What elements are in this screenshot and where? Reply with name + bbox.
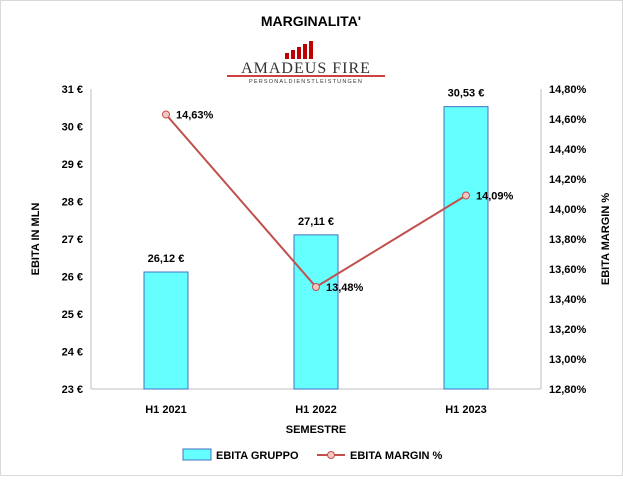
bar (143, 271, 189, 390)
logo-brand: AMADEUS FIRE (241, 60, 371, 77)
left-tick-label: 26 € (62, 272, 83, 284)
left-tick-label: 29 € (62, 159, 83, 171)
left-tick-label: 24 € (62, 347, 83, 359)
x-tick-label: H1 2021 (145, 404, 187, 416)
right-tick-label: 13,20% (549, 324, 587, 336)
legend-label-ebita-margin: EBITA MARGIN % (350, 450, 442, 462)
right-tick-label: 13,80% (549, 234, 587, 246)
logo-bar (297, 47, 301, 59)
right-tick-label: 12,80% (549, 384, 587, 396)
chart-title: MARGINALITA' (261, 13, 361, 29)
logo-bar (309, 41, 313, 59)
logo-bar (285, 53, 289, 59)
right-tick-label: 14,80% (549, 84, 587, 96)
margin-point (462, 191, 470, 200)
margin-data-label: 14,09% (476, 191, 514, 203)
x-tick-label: H1 2022 (295, 404, 337, 416)
right-tick-label: 13,00% (549, 354, 587, 366)
margin-data-label: 13,48% (326, 282, 364, 294)
bar (443, 106, 489, 390)
left-tick-label: 23 € (62, 384, 83, 396)
x-tick-label: H1 2023 (445, 404, 487, 416)
right-tick-label: 14,40% (549, 144, 587, 156)
legend-swatch-ebita-gruppo (182, 448, 212, 461)
left-tick-label: 30 € (62, 122, 83, 134)
bar-data-label: 30,53 € (448, 88, 485, 100)
logo-tagline: PERSONALDIENSTLEISTUNGEN (249, 79, 363, 85)
left-tick-label: 27 € (62, 234, 83, 246)
left-tick-label: 25 € (62, 309, 83, 321)
bar-data-label: 27,11 € (298, 216, 334, 228)
margin-point (312, 283, 320, 291)
y-axis-title: EBITA IN MLN (30, 203, 42, 276)
right-tick-label: 14,60% (549, 114, 587, 126)
right-tick-label: 14,20% (549, 174, 587, 186)
legend-marker-ebita-margin (327, 451, 335, 459)
right-tick-label: 14,00% (549, 204, 587, 216)
y2-axis-title: EBITA MARGIN % (600, 193, 612, 285)
right-tick-label: 13,60% (549, 264, 587, 276)
logo-bar (303, 44, 307, 59)
amadeus-fire-logo: AMADEUS FIRE PERSONALDIENSTLEISTUNGEN (227, 41, 385, 85)
margin-data-label: 14,63% (176, 110, 214, 122)
right-tick-label: 13,40% (549, 294, 587, 306)
legend-label-ebita-gruppo: EBITA GRUPPO (216, 450, 299, 462)
bar (293, 234, 339, 390)
logo-bar (291, 50, 295, 59)
left-tick-label: 28 € (62, 197, 83, 209)
bar-data-label: 26,12 € (148, 253, 185, 265)
margin-point (162, 110, 170, 119)
left-tick-label: 31 € (62, 84, 83, 96)
x-axis-title: SEMESTRE (286, 424, 347, 436)
